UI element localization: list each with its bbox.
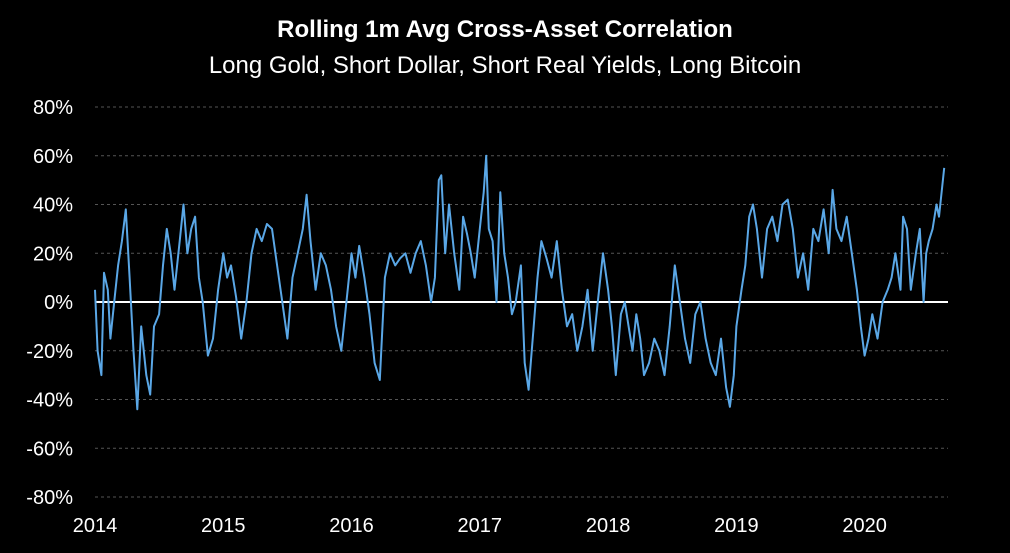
y-tick-label: -60% xyxy=(26,438,73,460)
y-tick-label: 0% xyxy=(44,292,73,314)
x-tick-label: 2017 xyxy=(458,515,503,537)
y-axis-ticks: 80% 60% 40% 20% 0% -20% -40% -60% -80% xyxy=(26,97,73,509)
y-tick-label: 40% xyxy=(33,195,73,217)
x-tick-label: 2019 xyxy=(714,515,759,537)
series-group xyxy=(94,154,946,411)
chart-title: Rolling 1m Avg Cross-Asset Correlation xyxy=(277,16,733,43)
x-tick-label: 2014 xyxy=(73,515,118,537)
x-tick-label: 2016 xyxy=(329,515,374,537)
y-tick-label: 20% xyxy=(33,243,73,265)
x-tick-label: 2015 xyxy=(201,515,246,537)
y-tick-label: -40% xyxy=(26,390,73,412)
chart-subtitle: Long Gold, Short Dollar, Short Real Yiel… xyxy=(208,52,802,79)
y-tick-label: 60% xyxy=(33,146,73,168)
x-axis-ticks: 2014 2015 2016 2017 2018 2019 2020 xyxy=(73,515,887,537)
y-tick-label: -20% xyxy=(26,341,73,363)
x-tick-label: 2018 xyxy=(586,515,631,537)
grid-lines xyxy=(95,106,948,498)
y-tick-label: -80% xyxy=(26,487,73,509)
x-tick-label: 2020 xyxy=(842,515,887,537)
series-line xyxy=(94,154,946,411)
y-tick-label: 80% xyxy=(33,97,73,119)
